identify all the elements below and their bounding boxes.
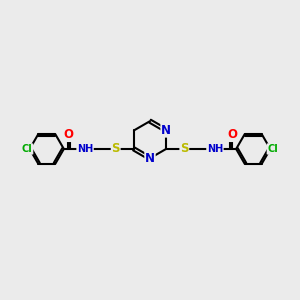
Text: S: S (111, 142, 120, 155)
Text: N: N (161, 124, 171, 137)
Text: O: O (63, 128, 73, 141)
Text: Cl: Cl (22, 144, 33, 154)
Text: Cl: Cl (267, 144, 278, 154)
Text: NH: NH (77, 144, 93, 154)
Text: O: O (227, 128, 237, 141)
Text: N: N (145, 152, 155, 165)
Text: S: S (180, 142, 189, 155)
Text: NH: NH (207, 144, 223, 154)
